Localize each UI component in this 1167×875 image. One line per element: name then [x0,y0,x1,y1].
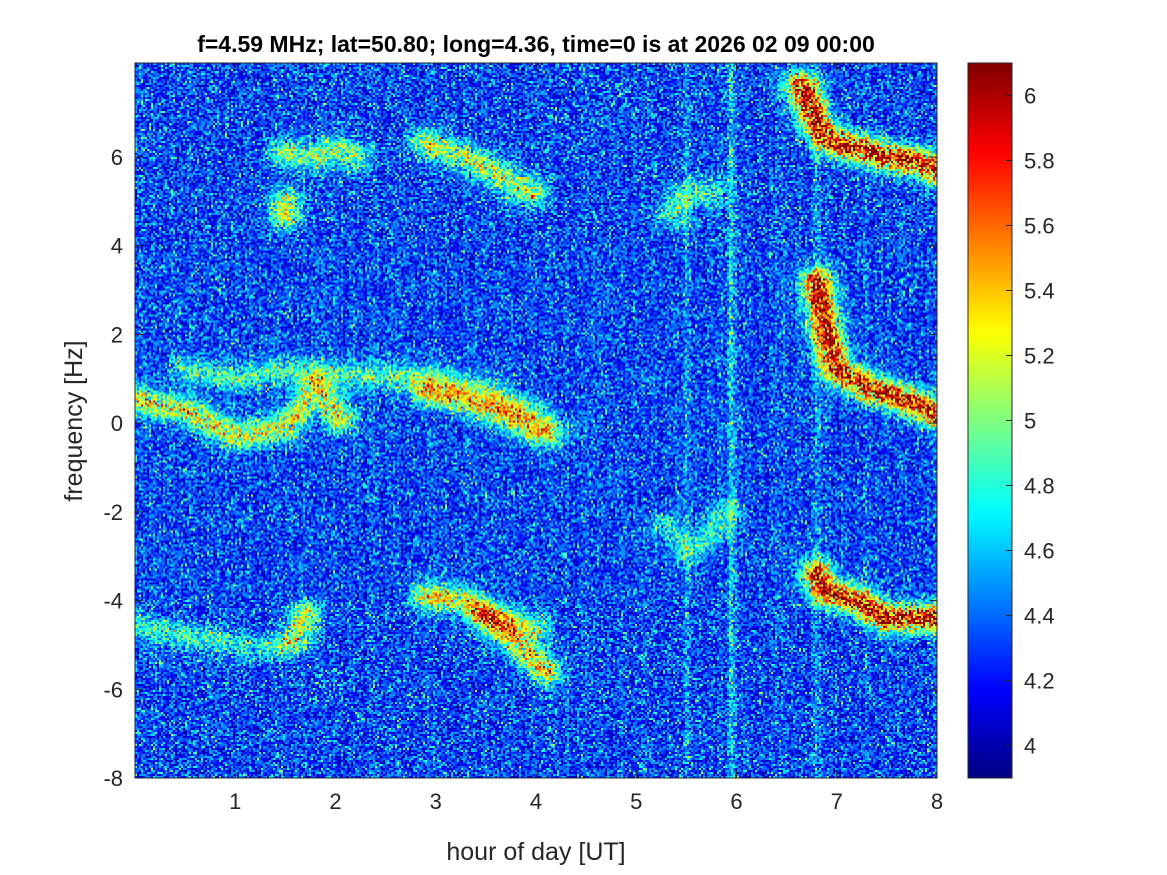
colorbar-tick-label: 4.4 [1024,604,1055,629]
colorbar-tick-label: 5.2 [1024,344,1055,369]
colorbar [968,63,1012,778]
y-tick-label: -6 [103,677,123,702]
y-axis-label: frequency [Hz] [60,340,88,501]
chart-title: f=4.59 MHz; lat=50.80; long=4.36, time=0… [197,31,875,57]
x-tick-label: 5 [630,789,642,814]
colorbar-tick-label: 6 [1024,84,1036,109]
colorbar-tick-label: 4.6 [1024,539,1055,564]
x-tick-label: 6 [730,789,742,814]
y-tick-label: 4 [111,234,123,259]
x-tick-label: 1 [229,789,241,814]
colorbar-tick-label: 5 [1024,409,1036,434]
colorbar-tick-label: 5.6 [1024,214,1055,239]
plot-frame [134,62,938,779]
colorbar-tick-label: 4.2 [1024,669,1055,694]
y-tick-label: -8 [103,766,123,791]
x-tick-label: 4 [530,789,542,814]
y-tick-label: -2 [103,500,123,525]
y-tick-label: -4 [103,589,123,614]
x-tick-label: 8 [931,789,943,814]
colorbar-tick-label: 4 [1024,734,1036,759]
x-tick-label: 7 [831,789,843,814]
y-tick-label: 2 [111,322,123,347]
colorbar-tick-label: 5.8 [1024,149,1055,174]
colorbar-tick-label: 4.8 [1024,474,1055,499]
x-tick-label: 2 [329,789,341,814]
y-tick-label: 0 [111,411,123,436]
spectrogram-heatmap [135,63,937,778]
colorbar-tick-label: 5.4 [1024,279,1055,304]
colorbar-frame [967,62,1013,779]
y-tick-label: 6 [111,145,123,170]
x-tick-label: 3 [430,789,442,814]
x-axis-label: hour of day [UT] [446,838,625,866]
